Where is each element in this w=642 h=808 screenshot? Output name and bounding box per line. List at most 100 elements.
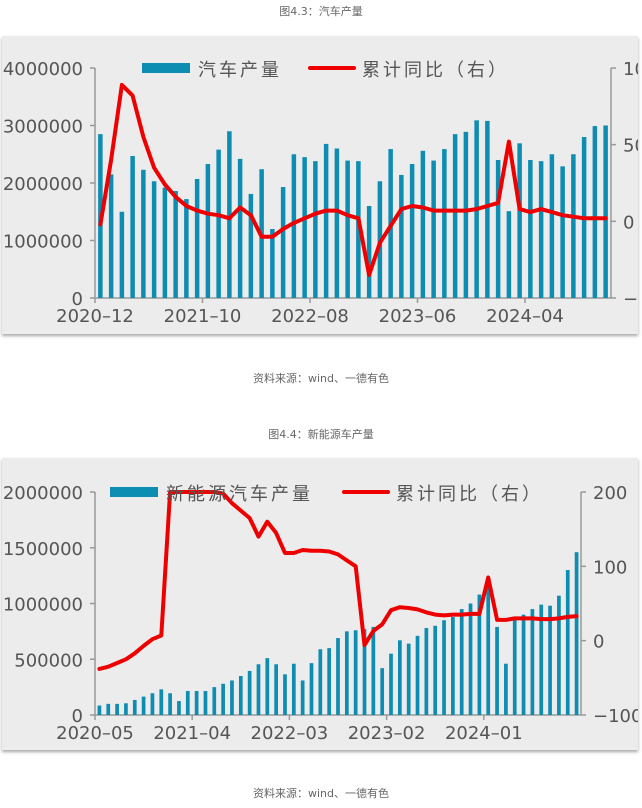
bar — [106, 703, 111, 715]
x-tick-label: 2022–03 — [251, 723, 329, 744]
bar — [274, 664, 279, 715]
bar — [194, 178, 200, 298]
bar — [216, 149, 221, 298]
yoy-line — [98, 82, 608, 277]
bar — [548, 605, 552, 715]
right-tick-label: 100 — [593, 557, 627, 578]
bar — [530, 609, 535, 715]
bar — [300, 680, 305, 715]
yoy-line — [97, 490, 579, 671]
bar — [247, 670, 252, 715]
nev-production-chart: 0 500000 1000000 1500000 2000000 −100 0 100 200 2… — [3, 483, 642, 744]
bar — [557, 595, 561, 715]
x-tick-label: 2022–08 — [271, 306, 349, 327]
bar — [477, 594, 482, 715]
bar — [237, 158, 243, 298]
bar — [504, 663, 508, 715]
bar — [538, 161, 544, 298]
car-production-chart: 0 1000000 2000000 3000000 4000000 −50 0 50 100 20… — [3, 59, 642, 327]
bar — [451, 616, 455, 715]
bar — [336, 638, 340, 715]
left-tick-label: 4000000 — [3, 59, 83, 80]
figure-2-title: 图4.4：新能源车产量 — [268, 428, 374, 441]
bar — [452, 134, 458, 298]
bar — [205, 164, 211, 298]
bar — [173, 191, 178, 298]
bar — [345, 160, 350, 298]
bar — [371, 626, 376, 715]
bar — [517, 143, 522, 298]
figure-2-source: 资料来源：wind、一德有色 — [252, 787, 389, 800]
bar — [571, 154, 576, 298]
legend-bar-swatch — [110, 487, 158, 497]
bar — [291, 663, 296, 715]
bar-series — [97, 552, 579, 715]
x-tick-label: 2023–02 — [348, 723, 426, 744]
left-tick-label: 0 — [72, 289, 83, 310]
bar — [162, 187, 168, 298]
bar — [399, 174, 404, 298]
bar — [119, 211, 125, 298]
legend-bar-label: 汽车产量 — [198, 60, 282, 81]
x-tick-label: 2024–01 — [445, 723, 523, 744]
bar — [291, 154, 297, 298]
bar — [248, 193, 254, 298]
left-tick-label: 3000000 — [3, 117, 83, 138]
legend: 新能源汽车产量 累计同比（右） — [110, 484, 543, 505]
legend-line-label: 累计同比（右） — [362, 60, 509, 81]
legend-bar-label: 新能源汽车产量 — [166, 484, 313, 505]
legend: 汽车产量 累计同比（右） — [142, 60, 509, 81]
bar — [280, 187, 286, 298]
bar — [528, 160, 533, 298]
x-tick-label: 2024–04 — [486, 306, 564, 327]
bar — [309, 663, 314, 715]
bar — [521, 614, 526, 715]
bar — [468, 603, 473, 715]
legend-bar-swatch — [142, 63, 190, 73]
bar — [141, 169, 146, 298]
bar — [185, 691, 190, 715]
bar — [203, 691, 208, 715]
x-tick-label: 2020–05 — [56, 723, 134, 744]
bar — [406, 643, 411, 715]
right-tick-label: 100 — [623, 59, 638, 80]
bar — [442, 620, 446, 715]
bar — [420, 150, 426, 298]
figure-1-title: 图4.3：汽车产量 — [279, 5, 363, 18]
bar — [256, 664, 261, 715]
left-tick-label: 2000000 — [3, 174, 83, 195]
bar — [565, 570, 570, 715]
legend-line-label: 累计同比（右） — [396, 484, 543, 505]
bar — [230, 680, 234, 715]
chart-1-panel: 0 1000000 2000000 3000000 4000000 −50 0 50 100 20… — [2, 36, 642, 334]
bar — [574, 552, 579, 715]
bar — [323, 143, 329, 298]
bar — [130, 155, 135, 298]
x-tick-label: 2020–12 — [56, 306, 134, 327]
bar — [150, 693, 155, 715]
left-tick-label: 1500000 — [3, 539, 83, 560]
bar — [270, 229, 275, 298]
bar — [168, 693, 172, 715]
bar — [366, 206, 372, 298]
bar — [141, 696, 146, 715]
right-tick-label: 200 — [593, 483, 627, 504]
bar — [415, 635, 420, 715]
bar — [485, 120, 490, 299]
bar — [302, 157, 307, 298]
bar — [380, 668, 385, 715]
bar-series — [98, 120, 608, 299]
bar — [344, 631, 349, 715]
bar — [495, 626, 499, 715]
left-tick-label: 0 — [72, 706, 83, 727]
bar — [177, 701, 181, 715]
x-tick-label: 2023–06 — [379, 306, 457, 327]
bar — [442, 149, 447, 298]
bar — [389, 653, 393, 715]
x-tick-label: 2021–10 — [164, 306, 242, 327]
bar — [463, 131, 469, 298]
bar — [539, 604, 544, 715]
bar — [318, 649, 323, 715]
left-tick-label: 500000 — [14, 650, 83, 671]
bar — [424, 628, 429, 715]
